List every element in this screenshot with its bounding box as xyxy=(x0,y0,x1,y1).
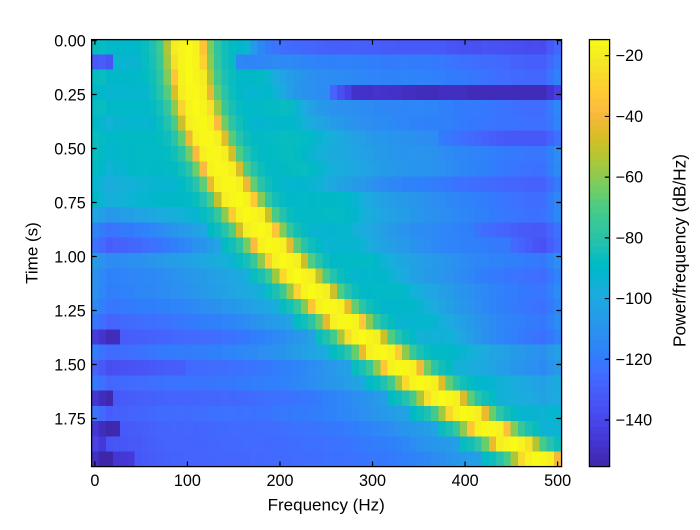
svg-text:1.00: 1.00 xyxy=(54,249,86,267)
svg-text:1.50: 1.50 xyxy=(54,357,86,375)
svg-text:500: 500 xyxy=(544,472,571,490)
svg-text:0: 0 xyxy=(90,472,99,490)
svg-text:Time (s): Time (s) xyxy=(22,222,41,284)
svg-text:−80: −80 xyxy=(616,229,643,247)
svg-text:0.75: 0.75 xyxy=(54,195,86,213)
svg-text:Frequency (Hz): Frequency (Hz) xyxy=(268,496,385,515)
svg-text:0.25: 0.25 xyxy=(54,87,86,105)
svg-text:400: 400 xyxy=(452,472,479,490)
svg-text:1.25: 1.25 xyxy=(54,303,86,321)
svg-text:−100: −100 xyxy=(616,290,652,308)
svg-text:1.75: 1.75 xyxy=(54,411,86,429)
svg-text:100: 100 xyxy=(174,472,201,490)
svg-text:−60: −60 xyxy=(616,169,643,187)
svg-text:Power/frequency (dB/Hz): Power/frequency (dB/Hz) xyxy=(670,154,690,347)
svg-text:−40: −40 xyxy=(616,108,643,126)
svg-text:−120: −120 xyxy=(616,351,652,369)
svg-text:200: 200 xyxy=(266,472,293,490)
svg-text:0.50: 0.50 xyxy=(54,141,86,159)
svg-text:−140: −140 xyxy=(616,412,652,430)
svg-text:300: 300 xyxy=(359,472,386,490)
svg-text:−20: −20 xyxy=(616,47,643,65)
svg-text:0.00: 0.00 xyxy=(54,33,86,51)
